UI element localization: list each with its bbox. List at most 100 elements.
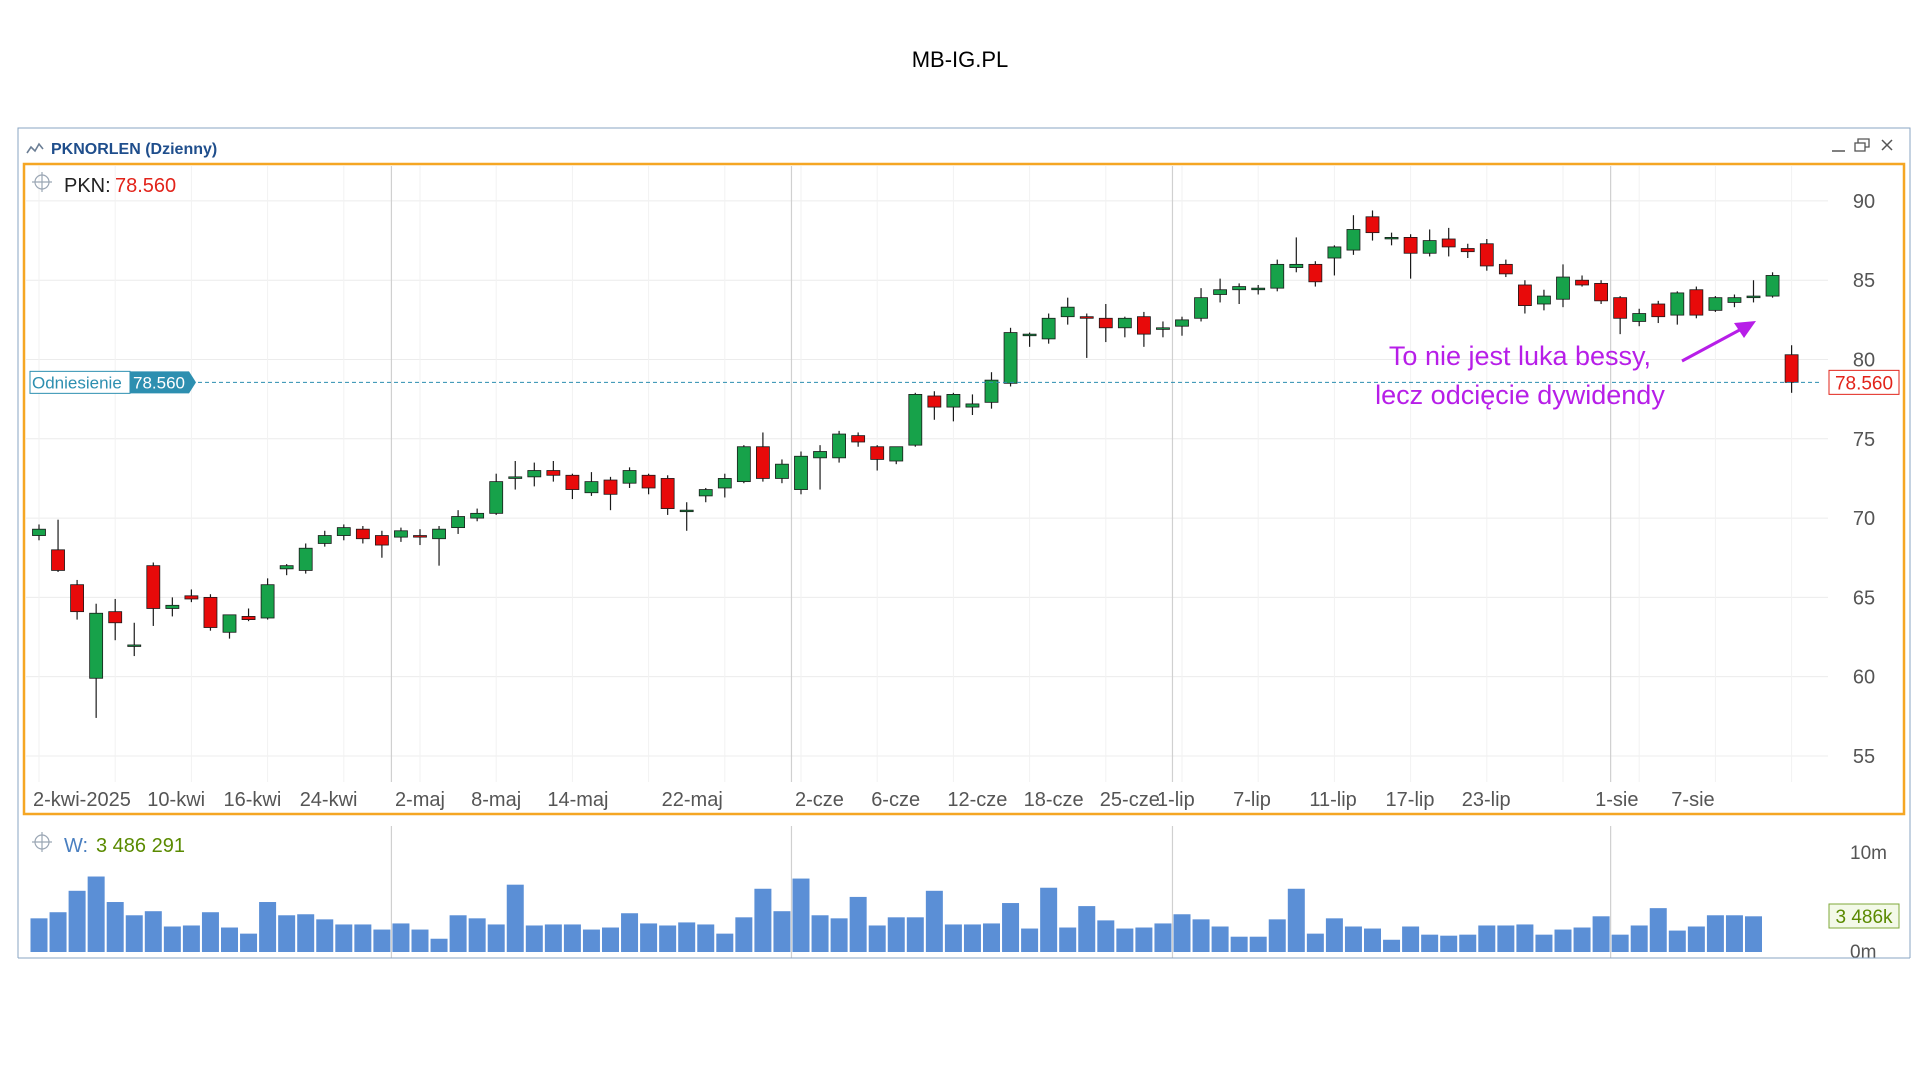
volume-bar [1573, 927, 1591, 952]
volume-bar [1249, 936, 1267, 952]
volume-move-handle-icon[interactable] [32, 832, 52, 852]
volume-bar [125, 915, 143, 952]
volume-bar [1364, 928, 1381, 952]
candle [1556, 264, 1570, 308]
candle [260, 578, 275, 620]
candle-body-down [1079, 316, 1094, 319]
volume-bar [1383, 939, 1401, 952]
candle [1613, 296, 1628, 335]
close-icon[interactable] [1877, 134, 1897, 154]
price-panel[interactable] [22, 162, 1906, 816]
volume-bar [1630, 925, 1648, 952]
candle-body-up [736, 446, 751, 483]
candle [1289, 237, 1304, 273]
restore-icon[interactable] [1852, 134, 1872, 154]
candle [1689, 286, 1704, 319]
price-tick-label: 70 [1853, 508, 1875, 530]
candle [222, 614, 237, 639]
annotation-line-2: lecz odcięcie dywidendy [1375, 380, 1665, 410]
volume-bar [182, 925, 200, 952]
candle [1765, 272, 1780, 298]
date-tick-label: 11-lip [1309, 789, 1356, 811]
volume-bar [1325, 918, 1343, 952]
volume-bar [30, 918, 48, 952]
reference-value-box [130, 371, 196, 394]
candle-body-up [908, 394, 923, 446]
candle-body-down [1403, 237, 1418, 254]
volume-bar [735, 917, 753, 952]
candle-body-up [775, 463, 789, 479]
volume-bar [506, 884, 524, 952]
price-tick-label: 75 [1853, 429, 1875, 451]
volume-bar [1611, 934, 1629, 952]
candle [946, 392, 961, 422]
price-tick-label: 55 [1853, 746, 1875, 768]
volume-bar [430, 938, 448, 952]
candle-body-down [1784, 354, 1799, 383]
volume-bar [1230, 936, 1248, 952]
candle [298, 543, 313, 574]
candle [1156, 321, 1170, 338]
candle-body-down [603, 479, 618, 495]
volume-legend-label: W: [64, 835, 88, 857]
candle [451, 510, 466, 534]
candle [1498, 259, 1513, 278]
candle [889, 446, 904, 465]
candle-body-down [241, 616, 256, 620]
candle [508, 461, 523, 490]
candle [1632, 308, 1647, 327]
volume-bar [944, 924, 962, 952]
volume-bar [1725, 915, 1743, 952]
date-tick-label: 10-kwi [147, 789, 205, 811]
candle-body-down [1651, 303, 1666, 318]
candle [1003, 327, 1018, 387]
candle [1651, 300, 1666, 324]
candle [394, 527, 408, 542]
candle-body-down [1479, 243, 1494, 267]
volume-bar [602, 927, 619, 952]
candle-body-up [946, 394, 961, 408]
candle-body-up [584, 481, 599, 494]
candle-body-up [1670, 292, 1685, 316]
candle-body-up [965, 403, 980, 408]
volume-bar [1211, 926, 1229, 952]
candle [1460, 243, 1475, 259]
volume-bar [278, 915, 296, 952]
reference-label: Odniesienie [32, 373, 122, 392]
date-tick-label: 7-lip [1233, 789, 1271, 811]
candle [832, 430, 846, 463]
price-legend-label: PKN: [64, 175, 111, 197]
date-tick-label: 12-cze [947, 789, 1007, 811]
candle [1194, 288, 1208, 322]
candle-body-down [146, 565, 161, 609]
candle [1175, 316, 1189, 336]
last-price-text: 78.560 [1835, 373, 1893, 394]
volume-bar [1497, 925, 1515, 952]
candle [317, 530, 332, 547]
date-tick-label: 2-kwi-2025 [33, 789, 131, 811]
volume-bar [240, 933, 258, 952]
candle [1746, 280, 1761, 303]
volume-bar [106, 902, 124, 952]
candle [1594, 280, 1608, 305]
candle [1365, 210, 1380, 241]
volume-bar [201, 912, 219, 952]
candle [813, 445, 827, 490]
move-handle-icon[interactable] [32, 172, 52, 192]
candle-body-up [813, 451, 827, 459]
volume-bar [1535, 934, 1553, 952]
volume-bar [754, 888, 772, 952]
candles-layer [32, 210, 1799, 718]
candle [927, 391, 942, 420]
candle-body-down [1460, 248, 1475, 253]
volume-bar [1040, 887, 1058, 952]
volume-bar [487, 924, 505, 952]
window-titlebar[interactable] [19, 129, 1909, 159]
candle [1422, 229, 1437, 257]
candle-body-up [889, 446, 904, 462]
candle-body-down [1365, 216, 1380, 234]
date-tick-label: 6-cze [871, 789, 920, 811]
candle [355, 526, 370, 544]
candle-body-up [222, 614, 237, 633]
minimize-icon[interactable] [1828, 134, 1848, 154]
